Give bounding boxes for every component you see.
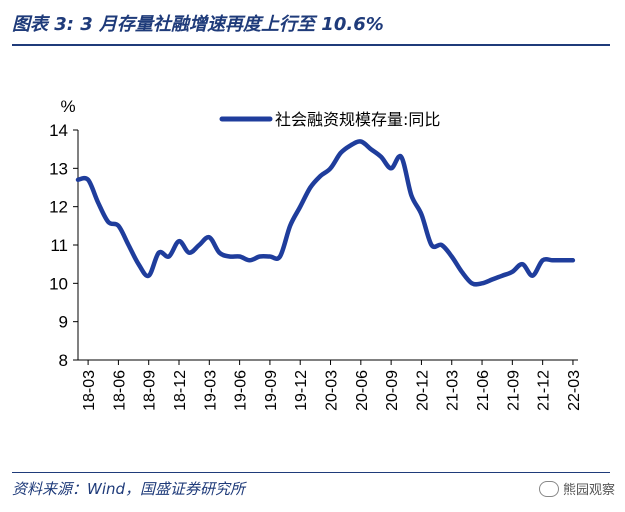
chart-title: 图表 3: 3 月存量社融增速再度上行至 10.6% [12, 14, 384, 35]
x-tick-label: 19-03 [202, 370, 219, 411]
x-tick-label: 21-06 [475, 370, 492, 411]
y-tick-label: 9 [59, 313, 68, 332]
wechat-icon [538, 480, 559, 497]
x-tick-label: 21-09 [505, 370, 522, 411]
x-tick-label: 20-12 [414, 370, 431, 411]
x-tick-label: 20-06 [354, 370, 371, 411]
y-tick-label: 14 [49, 121, 68, 140]
x-tick-label: 20-09 [384, 370, 401, 411]
x-tick-label: 22-03 [566, 370, 583, 411]
x-tick-label: 19-06 [233, 370, 250, 411]
x-tick-label: 18-06 [111, 370, 128, 411]
y-axis-unit: % [60, 97, 75, 116]
source-note: 资料来源：Wind，国盛证券研究所 [12, 480, 246, 498]
x-tick-label: 18-12 [172, 370, 189, 411]
chart-axes: 8 9 10 11 12 13 14% 18-03 18-06 18-09 18-12 19-03 19… [49, 97, 583, 411]
y-tick-label: 11 [50, 236, 68, 255]
y-tick-label: 10 [49, 274, 68, 293]
series-line [75, 139, 576, 287]
x-tick-label: 19-09 [263, 370, 280, 411]
x-tick-label: 20-03 [324, 370, 341, 411]
title-divider [12, 44, 610, 46]
line-chart: 8 9 10 11 12 13 14% 18-03 18-06 18-09 18-12 19-03 19… [49, 97, 583, 411]
y-tick-label: 13 [49, 159, 68, 178]
x-tick-label: 21-12 [536, 370, 553, 411]
x-tick-label: 19-12 [293, 370, 310, 411]
legend: 社会融资规模存量:同比 [219, 110, 440, 129]
x-tick-label: 21-03 [445, 370, 462, 411]
x-tick-label: 18-09 [142, 370, 159, 411]
x-tick-label: 18-03 [81, 370, 98, 411]
y-tick-label: 8 [59, 351, 68, 370]
y-tick-label: 12 [49, 198, 68, 217]
footer-divider [12, 472, 610, 473]
plot-area [75, 139, 576, 287]
watermark-label: 熊园观察 [562, 483, 615, 498]
watermark: 熊园观察 [538, 479, 615, 498]
legend-label: 社会融资规模存量:同比 [275, 110, 440, 129]
